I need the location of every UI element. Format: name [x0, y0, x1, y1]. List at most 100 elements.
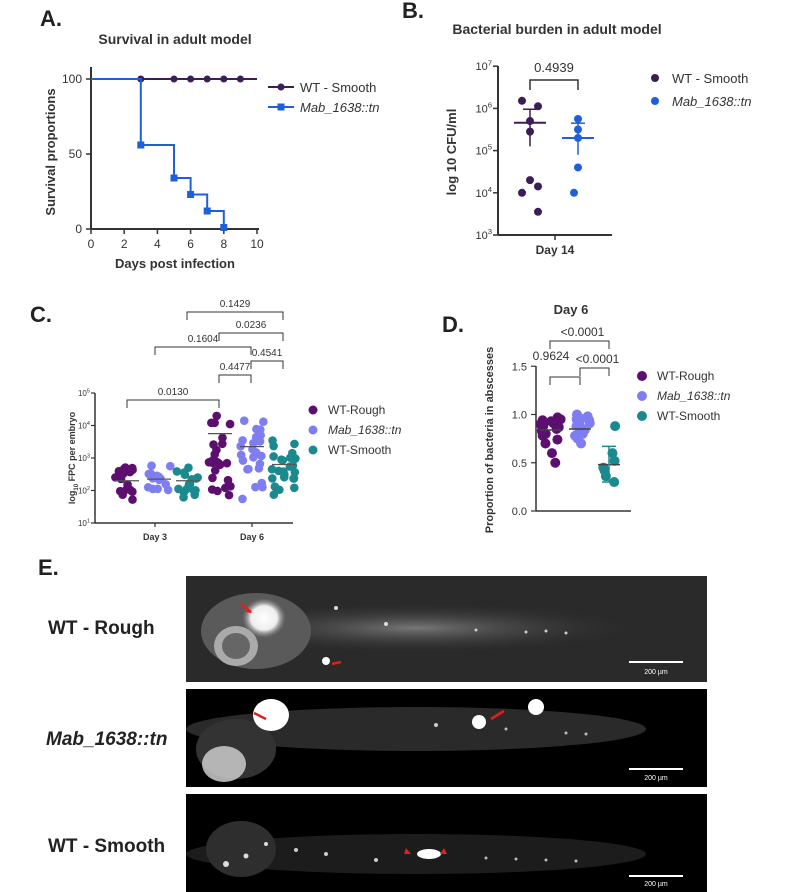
- fpc-point: [243, 465, 252, 474]
- point-mab: [570, 188, 578, 197]
- fpc-point: [147, 461, 156, 471]
- abscess-point: [540, 438, 551, 449]
- y-tick-label: 0: [75, 222, 82, 236]
- point-wt-smooth: [534, 102, 542, 111]
- fpc-point: [123, 480, 132, 489]
- fpc-point: [118, 490, 127, 500]
- comparison-pvalue: 0.0236: [236, 320, 267, 331]
- comparison-pvalue: 0.0130: [158, 387, 189, 398]
- chart-d-title: Day 6: [554, 302, 589, 317]
- row-label-wt-rough: WT - Rough: [48, 618, 155, 639]
- fpc-point: [236, 450, 246, 460]
- chart-c-ylabel: log10 FPC per embryo: [67, 411, 80, 504]
- fpc-point: [172, 467, 182, 476]
- y-tick-label: 0.0: [512, 506, 527, 518]
- y-tick-label: 1.5: [512, 361, 527, 373]
- abscess-point: [610, 421, 621, 432]
- comparison-bracket: [126, 399, 220, 408]
- fpc-point: [190, 490, 200, 500]
- fpc-point: [255, 459, 265, 469]
- legend-d-wt-rough: WT-Rough: [657, 369, 714, 383]
- y-tick-label: 0.5: [512, 458, 527, 470]
- point-wt-smooth: [534, 207, 542, 216]
- comparison-bracket: [154, 346, 252, 355]
- fpc-point: [285, 462, 295, 471]
- point-wt-smooth: [534, 182, 542, 191]
- chart-a-title: Survival in adult model: [98, 31, 251, 47]
- x-tick-label: 10: [250, 237, 264, 251]
- chart-a-xlabel: Days post infection: [115, 256, 235, 271]
- fpc-point: [128, 487, 137, 496]
- abscess-point: [576, 438, 587, 449]
- fpc-point: [128, 495, 137, 504]
- legend-a-mab: Mab_1638::tn: [300, 100, 380, 115]
- fpc-point: [251, 482, 260, 492]
- chart-b-pvalue: 0.4939: [534, 60, 574, 75]
- fpc-point: [212, 445, 221, 455]
- survival-point-wt-smooth: [220, 75, 228, 83]
- legend-b-wt-smooth: WT - Smooth: [672, 71, 748, 86]
- survival-point-wt-smooth: [236, 75, 244, 83]
- y-tick-label: 1.0: [512, 410, 527, 422]
- fpc-point: [224, 490, 234, 500]
- panel-label-c: C.: [30, 302, 52, 327]
- fpc-point: [143, 482, 153, 492]
- fpc-point: [161, 479, 171, 489]
- legend-d-wt-smooth-marker: [637, 411, 647, 421]
- survival-point-wt-smooth: [187, 75, 195, 83]
- legend-c-wt-smooth-marker: [308, 445, 318, 455]
- y-tick-label: 105: [475, 143, 492, 158]
- chart-d-ylabel: Proportion of bacteria in abscesses: [484, 347, 496, 533]
- y-tick-label: 105: [78, 388, 90, 398]
- fpc-point: [238, 436, 247, 445]
- fpc-point: [153, 484, 162, 494]
- panel-label-d: D.: [442, 312, 464, 337]
- chart-b-title: Bacterial burden in adult model: [452, 21, 661, 37]
- scale-bar-label-1: 200 µm: [644, 669, 668, 676]
- scale-bar-label-3: 200 µm: [644, 881, 668, 888]
- fpc-point: [290, 439, 299, 449]
- chart-b-bracket: [529, 79, 579, 90]
- chart-c-cat-day3: Day 3: [143, 532, 167, 542]
- comparison-pvalue: 0.9624: [533, 349, 570, 363]
- fpc-point: [249, 438, 258, 448]
- fpc-point: [223, 475, 233, 485]
- survival-point-mab: [220, 224, 228, 231]
- abscess-point: [550, 457, 561, 468]
- legend-c-wt-rough: WT-Rough: [328, 403, 385, 417]
- chart-c-cat-day6: Day 6: [240, 532, 264, 542]
- fpc-point: [208, 473, 217, 483]
- panel-label-b: B.: [402, 0, 424, 23]
- comparison-pvalue: 0.1604: [188, 334, 219, 345]
- y-tick-label: 104: [475, 185, 492, 200]
- abscess-point: [552, 434, 563, 445]
- comparison-bracket: [186, 311, 284, 320]
- fpc-point: [125, 467, 135, 477]
- comparison-pvalue: 0.4541: [252, 348, 283, 359]
- x-tick-label: 4: [154, 237, 161, 251]
- fpc-point: [222, 458, 232, 468]
- point-wt-smooth: [518, 96, 526, 105]
- legend-a-mab-marker: [277, 103, 285, 111]
- legend-a-wt-smooth-marker: [277, 83, 285, 91]
- legend-b-wt-smooth-marker: [651, 74, 659, 82]
- legend-c-mab-marker: [308, 425, 318, 435]
- fpc-point: [221, 483, 230, 493]
- survival-point-mab: [187, 191, 195, 198]
- burden-chart: Bacterial burden in adult model 103 104 10…: [444, 21, 752, 257]
- y-tick-label: 101: [78, 518, 90, 528]
- point-wt-smooth: [526, 117, 534, 126]
- legend-d-mab-marker: [637, 391, 647, 401]
- fpc-point: [210, 418, 219, 428]
- chart-b-ylabel: log 10 CFU/ml: [444, 109, 459, 196]
- y-tick-label: 106: [475, 100, 492, 115]
- row-label-mab: Mab_1638::tn: [46, 729, 168, 750]
- fpc-point: [165, 461, 175, 471]
- point-wt-smooth: [518, 188, 526, 197]
- comparison-bracket: [218, 332, 284, 341]
- fpc-point: [213, 457, 222, 467]
- survival-point-mab: [137, 141, 145, 149]
- fpc-point: [204, 457, 214, 467]
- fpc-point: [267, 464, 277, 474]
